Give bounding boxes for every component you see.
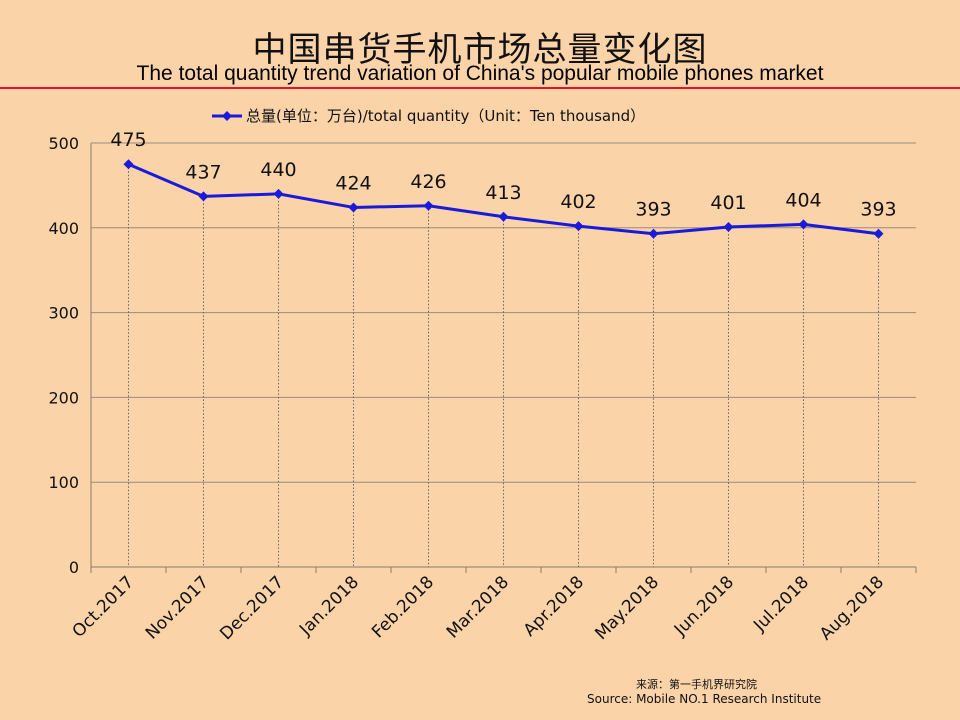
data-label: 424 xyxy=(335,172,371,194)
title-divider xyxy=(0,87,960,89)
y-tick-label: 400 xyxy=(48,219,79,238)
chart-title-cn: 中国串货手机市场总量变化图 xyxy=(252,30,708,70)
y-tick-label: 300 xyxy=(48,304,79,323)
y-tick-label: 500 xyxy=(48,134,79,153)
data-point xyxy=(423,200,434,211)
data-label: 475 xyxy=(110,129,146,151)
source-note-cn: 来源：第一手机界研究院 xyxy=(636,678,757,691)
data-label: 393 xyxy=(635,199,671,221)
source-note-en: Source: Mobile NO.1 Research Institute xyxy=(587,692,822,706)
series-line xyxy=(123,159,884,239)
data-label: 404 xyxy=(785,189,821,211)
y-tick-label: 0 xyxy=(69,558,79,577)
x-tick-label: Jun.2018 xyxy=(670,572,738,640)
x-tick-label: Aug.2018 xyxy=(816,572,888,644)
drop-lines xyxy=(128,164,879,567)
data-point xyxy=(648,228,659,239)
chart-title-en: The total quantity trend variation of Ch… xyxy=(136,62,824,85)
data-point xyxy=(573,221,584,232)
data-point xyxy=(498,211,509,222)
x-tick-label: Oct.2017 xyxy=(69,572,138,641)
x-tick-label: Feb.2018 xyxy=(368,572,438,642)
data-point xyxy=(723,221,734,232)
data-label: 426 xyxy=(410,171,446,193)
x-tick-label: Apr.2018 xyxy=(520,572,588,640)
y-tick-labels: 0 100 200 300 400 500 xyxy=(48,134,79,577)
x-tick-label: Jul.2018 xyxy=(749,572,813,636)
y-tick-label: 100 xyxy=(48,473,79,492)
data-point xyxy=(273,188,284,199)
data-point xyxy=(873,228,884,239)
x-tick-label: Nov.2017 xyxy=(142,572,213,643)
x-tick-labels: Oct.2017 Nov.2017 Dec.2017 Jan.2018 Feb.2018… xyxy=(69,572,888,644)
x-tick-label: Mar.2018 xyxy=(443,572,513,642)
data-label: 401 xyxy=(710,192,746,214)
x-tick-label: Jan.2018 xyxy=(295,572,363,640)
data-label: 393 xyxy=(860,199,896,221)
data-label: 413 xyxy=(485,182,521,204)
data-point xyxy=(798,219,809,230)
legend-marker xyxy=(222,111,232,121)
data-point xyxy=(198,191,209,202)
data-point xyxy=(123,159,134,170)
legend: 总量(单位：万台)/total quantity（Unit：Ten thousa… xyxy=(212,107,645,125)
y-tick-label: 200 xyxy=(48,388,79,407)
data-label: 440 xyxy=(260,159,296,181)
x-tick-label: May.2018 xyxy=(591,572,663,644)
data-label: 402 xyxy=(560,191,596,213)
data-point xyxy=(348,202,359,213)
legend-label: 总量(单位：万台)/total quantity（Unit：Ten thousa… xyxy=(246,107,645,125)
x-tick-label: Dec.2017 xyxy=(216,572,288,644)
data-labels: 475 437 440 424 426 413 402 393 401 404 393 xyxy=(110,129,896,221)
data-label: 437 xyxy=(185,161,221,183)
